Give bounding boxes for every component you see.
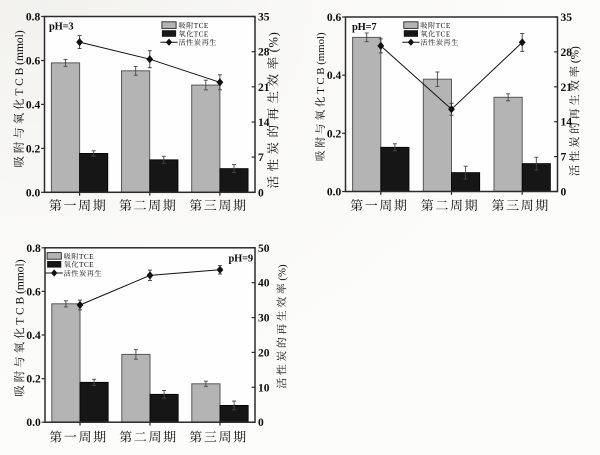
svg-text:0.6: 0.6 [26,56,41,68]
svg-text:pH=3: pH=3 [49,22,73,33]
svg-text:50: 50 [258,243,270,255]
svg-text:0.0: 0.0 [26,417,41,429]
svg-text:0.6: 0.6 [327,12,342,24]
svg-text:0: 0 [561,187,567,199]
svg-text:活性炭再生: 活性炭再生 [178,38,217,48]
svg-text:第一周期: 第一周期 [49,426,107,445]
svg-text:吸附TCE: 吸附TCE [178,21,209,31]
svg-text:pH=9: pH=9 [229,253,253,264]
svg-text:10: 10 [258,382,270,394]
svg-text:吸附TCE: 吸附TCE [420,21,451,31]
svg-text:活性炭再生: 活性炭再生 [420,38,459,48]
svg-text:40: 40 [258,278,270,290]
svg-text:7: 7 [561,152,567,164]
svg-text:0.2: 0.2 [26,143,41,155]
svg-text:第一周期: 第一周期 [350,195,408,214]
svg-text:14: 14 [258,117,270,129]
svg-text:0.0: 0.0 [327,187,342,199]
svg-text:第二周期: 第二周期 [119,426,177,445]
svg-text:氧化TCE: 氧化TCE [64,260,95,270]
svg-text:pH=7: pH=7 [352,22,376,33]
svg-text:吸附TCE: 吸附TCE [64,252,95,262]
svg-text:第二周期: 第二周期 [421,195,479,214]
svg-text:35: 35 [258,12,270,24]
svg-text:21: 21 [561,82,573,94]
svg-text:0.8: 0.8 [26,12,41,24]
svg-text:20: 20 [258,347,270,359]
svg-text:0: 0 [258,417,264,429]
svg-text:氧化TCE: 氧化TCE [420,29,451,39]
svg-text:活 性 炭 的 再 生 效 率 (%): 活 性 炭 的 再 生 效 率 (%) [567,46,583,176]
svg-text:0.0: 0.0 [26,187,41,199]
svg-text:0.8: 0.8 [26,243,41,255]
svg-text:活 性 炭 的 再 生 效 率 (%): 活 性 炭 的 再 生 效 率 (%) [264,31,282,188]
svg-text:21: 21 [258,82,270,94]
svg-text:第三周期: 第三周期 [491,195,549,214]
svg-text:第一周期: 第一周期 [49,195,107,214]
svg-text:活性炭再生: 活性炭再生 [64,269,103,279]
svg-text:第三周期: 第三周期 [189,426,247,445]
svg-text:28: 28 [258,47,270,59]
svg-text:28: 28 [561,47,573,59]
svg-text:吸 附 与 氧 化 T C B (mmol): 吸 附 与 氧 化 T C B (mmol) [313,32,328,161]
svg-text:吸 附 与 氧 化 T C B (mmol): 吸 附 与 氧 化 T C B (mmol) [12,259,28,396]
svg-text:0.2: 0.2 [26,374,41,386]
svg-text:14: 14 [561,117,573,129]
svg-text:第二周期: 第二周期 [119,195,177,214]
svg-text:0: 0 [258,187,264,199]
svg-text:吸 附 与 氧 化 T C B (mmol): 吸 附 与 氧 化 T C B (mmol) [11,30,27,167]
svg-text:活 性 炭 的 再 生 效 率 (%): 活 性 炭 的 再 生 效 率 (%) [275,264,290,389]
svg-text:0.2: 0.2 [327,128,342,140]
svg-text:0.4: 0.4 [26,99,41,111]
svg-text:0.6: 0.6 [26,286,41,298]
svg-text:0.4: 0.4 [327,70,342,82]
svg-text:30: 30 [258,313,270,325]
svg-text:0.4: 0.4 [26,330,41,342]
svg-text:35: 35 [561,12,573,24]
svg-text:氧化TCE: 氧化TCE [178,29,209,39]
svg-text:7: 7 [258,152,264,164]
svg-text:第三周期: 第三周期 [189,195,247,214]
